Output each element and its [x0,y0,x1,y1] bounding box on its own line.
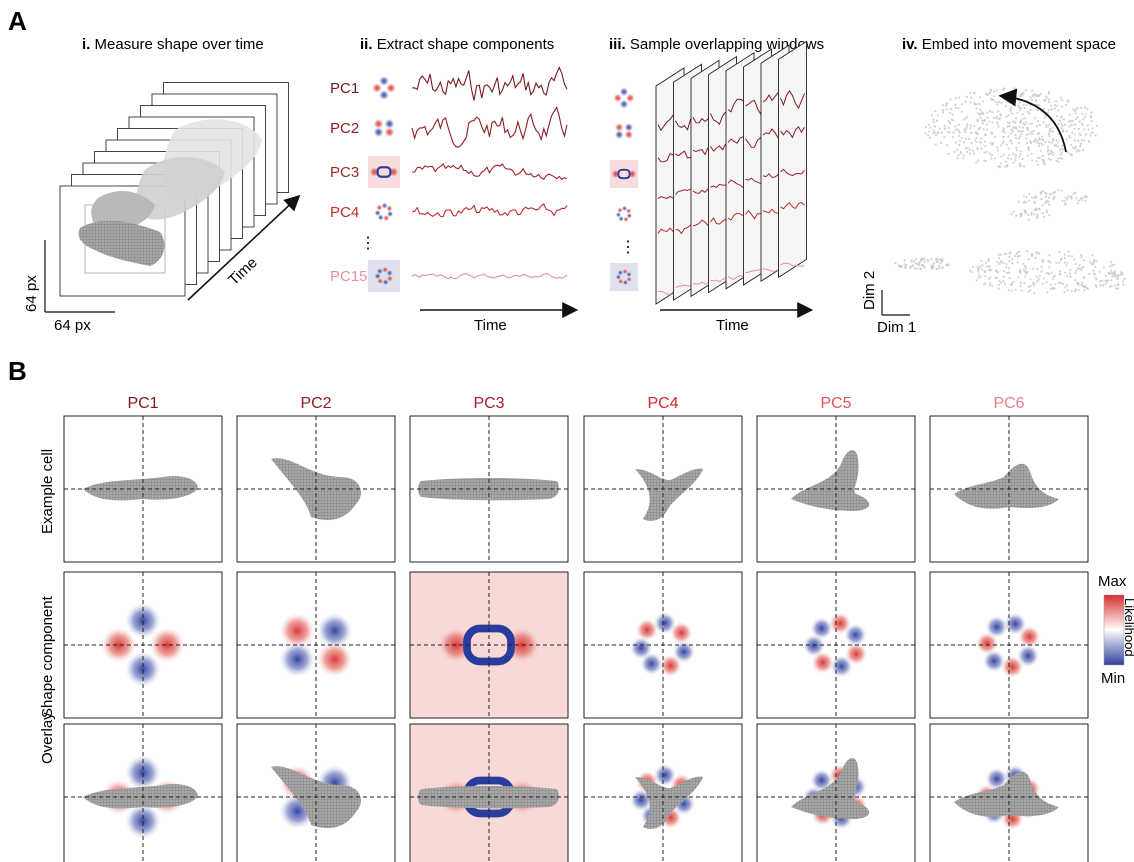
pc-component-icon [101,603,185,687]
embedding-cluster [969,250,1117,295]
colorbar-min-label: Min [1101,670,1125,687]
pc-timeseries [411,203,568,218]
colorbar: Max Min Likelihood [1098,573,1134,687]
embedding-cluster [1017,189,1088,207]
pc-component-icon [976,612,1041,678]
colorbar-title: Likelihood [1122,598,1134,657]
pc-row-label: PC15 [330,268,368,285]
embedding-cluster [1104,270,1126,290]
pc-component-icon [368,196,400,228]
row-label-example-cell: Example cell [39,449,56,534]
pc-component-icon [279,613,353,677]
column-header: PC2 [300,395,331,412]
pc-timeseries [411,272,568,280]
pc-component-icon [610,200,638,228]
pc-timeseries [411,163,568,181]
step-title-4: iv. Embed into movement space [902,36,1116,53]
pc-row-label: PC3 [330,164,359,181]
grid-panel [236,571,396,719]
column-header: PC6 [993,395,1024,412]
grid-panel [409,723,569,862]
step-title-1: i. Measure shape over time [82,36,264,53]
cell-mask [954,771,1059,817]
column-header: PC1 [127,395,158,412]
grid-panel [409,415,569,563]
pc-component-icon [368,72,400,104]
pc-row-label: PC4 [330,204,359,221]
cell-mask [635,468,703,521]
panel-letter-a: A [8,6,27,36]
dim-axes: Dim 2 Dim 1 [861,271,916,336]
pc-component-icon [368,260,400,292]
embedding-arrow [998,88,1067,153]
grid-panel [929,415,1089,563]
pc-component-icon [610,160,638,188]
embedding-cluster [1010,207,1051,221]
grid-panel [756,415,916,563]
pc-component-icon [630,612,695,677]
pc-component-icon [610,117,638,145]
embedding-cluster [924,87,1099,169]
pc-ellipsis: ⋮ [360,235,376,252]
px-axes: 64 px 64 px [23,240,115,334]
cell-mask [635,776,703,829]
grid-panel [236,723,396,862]
grid-panel [63,571,223,719]
grid-panel [409,571,569,719]
embedding-cluster [894,257,950,271]
cell-blobs [78,119,262,266]
pc-component-icon [368,156,400,188]
window-stack [655,40,807,305]
pc-row-label: PC1 [330,80,359,97]
window-ellipsis: ⋮ [620,239,636,256]
pc-timeseries [411,105,568,148]
row-label-shape-component: Shape component [39,595,56,718]
grid-panel [583,415,743,563]
grid-panel [236,415,396,563]
cell-mask [83,476,198,501]
grid-panel [929,723,1089,862]
axis-y-px: 64 px [23,275,40,312]
dim2-label: Dim 2 [861,271,878,310]
step-title-2: ii. Extract shape components [360,36,554,53]
grid-panel [756,571,916,719]
grid-panel [929,571,1089,719]
grid-panel [583,723,743,862]
grid-panel [63,723,223,862]
colorbar-gradient [1103,594,1125,666]
cell-mask [954,463,1059,509]
window-pc-icons: ⋮ [610,84,638,291]
step-title-3: iii. Sample overlapping windows [609,36,824,53]
column-header: PC5 [820,395,851,412]
panel-letter-b: B [8,356,27,386]
row-label-overlay: Overlay [39,712,56,764]
window-panel [778,40,807,279]
embedding-scatter [894,87,1126,295]
pc-component-icon [610,263,638,291]
grid-panel [756,723,916,862]
grid-panel [63,415,223,563]
column-header: PC3 [473,395,504,412]
cell-mask [791,449,870,511]
time-arrow-diagonal [187,194,301,301]
pc-component-icon [368,112,400,144]
time-label-ii: Time [474,317,507,334]
row-labels: Example cell Shape component Overlay [39,449,56,764]
cell-mask [83,784,198,809]
component-grid: PC1 PC2 PC3 PC4 PC5 PC6 [63,395,1089,862]
axis-x-px: 64 px [54,317,91,334]
pc-component-icon [610,84,638,112]
cell-mask [791,757,870,819]
dim1-label: Dim 1 [877,319,916,336]
colorbar-max-label: Max [1098,573,1127,590]
pc-component-icon [803,612,868,678]
time-label-iii: Time [716,317,749,334]
pc-row-label: PC2 [330,120,359,137]
pc-timeseries [411,66,568,101]
column-header: PC4 [647,395,678,412]
pc-rows: PC1 PC2 PC3 PC4 PC15 ⋮ [330,66,568,292]
grid-panel [583,571,743,719]
step-titles: i. Measure shape over time ii. Extract s… [82,36,1116,53]
